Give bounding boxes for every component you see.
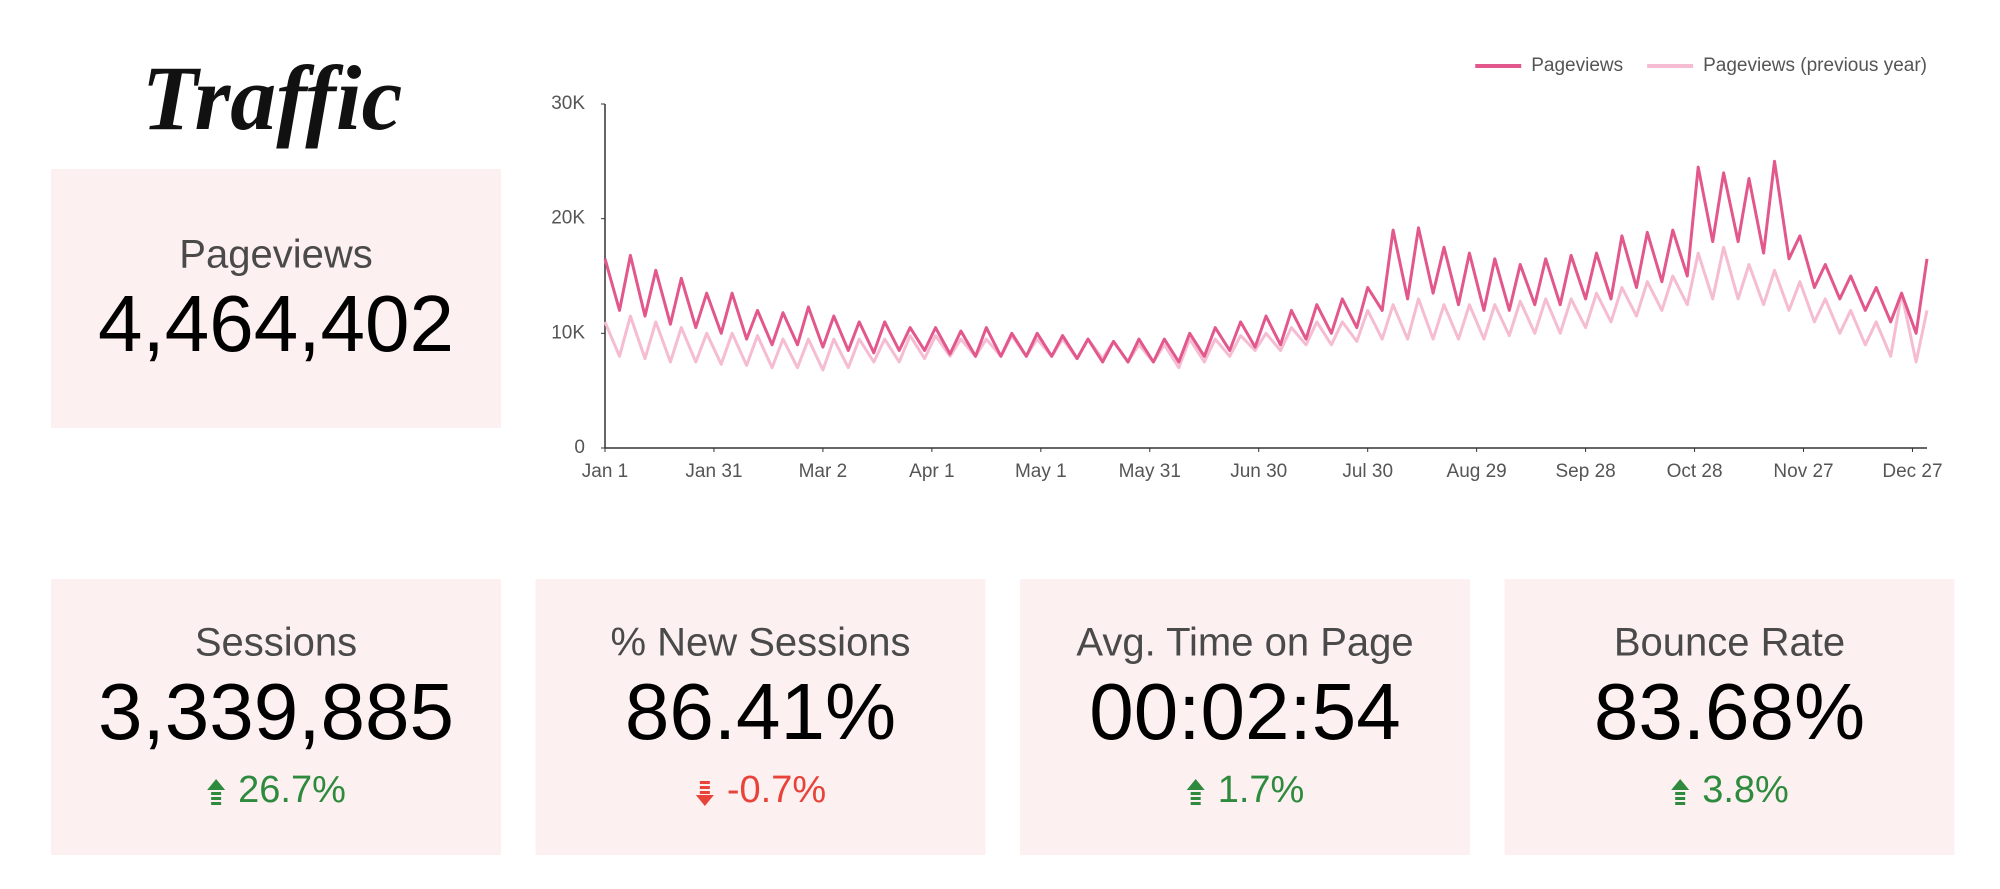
x-tick-label: Dec 27	[1882, 461, 1942, 482]
card-title: Sessions	[195, 621, 357, 665]
x-tick-label: Jan 1	[582, 461, 628, 482]
x-tick-label: Mar 2	[799, 461, 848, 482]
card-delta: 1.7%	[1218, 769, 1305, 811]
x-tick-label: Jun 30	[1230, 461, 1287, 482]
x-tick-label: May 1	[1015, 461, 1067, 482]
x-tick-label: Oct 28	[1667, 461, 1723, 482]
delta-arrow	[1186, 779, 1205, 790]
x-tick-label: Nov 27	[1773, 461, 1833, 482]
y-tick-label: 10K	[551, 322, 585, 343]
line-chart: 0 10K 20K 30K Jan 1 Jan 31 Mar 2 Apr 1 May 1 May …	[551, 55, 1942, 482]
card-value: 4,464,402	[98, 279, 454, 368]
card-delta: 26.7%	[238, 769, 346, 811]
y-tick-label: 30K	[551, 93, 585, 114]
x-tick-label: May 31	[1119, 461, 1181, 482]
card-background	[1020, 579, 1470, 855]
y-tick-label: 0	[574, 437, 585, 458]
delta-arrow	[1671, 779, 1690, 790]
legend-label: Pageviews	[1531, 55, 1623, 76]
card-value: 00:02:54	[1089, 667, 1400, 756]
x-tick-label: Jan 31	[685, 461, 742, 482]
legend-label: Pageviews (previous year)	[1703, 55, 1927, 76]
card-background	[535, 579, 986, 855]
delta-arrow-stripe	[211, 802, 222, 805]
card-value: 3,339,885	[98, 667, 454, 756]
card-value: 83.68%	[1594, 667, 1865, 756]
delta-arrow-stripe	[1190, 797, 1201, 800]
x-tick-label: Apr 1	[909, 461, 954, 482]
delta-arrow-stripe	[211, 797, 222, 800]
card-title: Pageviews	[179, 233, 372, 277]
card-value: 86.41%	[625, 667, 896, 756]
delta-arrow-stripe	[699, 786, 710, 789]
delta-arrow	[695, 795, 714, 806]
y-tick-label: 20K	[551, 208, 585, 229]
card-title: Bounce Rate	[1614, 621, 1845, 665]
x-tick-label: Sep 28	[1555, 461, 1615, 482]
x-tick-label: Jul 30	[1342, 461, 1393, 482]
delta-arrow-stripe	[211, 792, 222, 795]
delta-arrow-stripe	[1190, 802, 1201, 805]
delta-arrow-stripe	[699, 791, 710, 794]
delta-arrow-stripe	[1675, 797, 1686, 800]
delta-arrow	[207, 779, 226, 790]
delta-arrow-stripe	[699, 781, 710, 784]
card-delta: -0.7%	[727, 769, 826, 811]
x-tick-label: Aug 29	[1447, 461, 1507, 482]
delta-arrow-stripe	[1675, 792, 1686, 795]
series-line	[603, 159, 1929, 364]
card-background	[51, 579, 501, 855]
card-title: % New Sessions	[610, 621, 910, 665]
delta-arrow-stripe	[1675, 802, 1686, 805]
page-title: Traffic	[142, 47, 403, 149]
series-line	[603, 245, 1929, 372]
card-title: Avg. Time on Page	[1076, 621, 1413, 665]
card-background	[51, 169, 501, 428]
delta-arrow-stripe	[1190, 792, 1201, 795]
card-delta: 3.8%	[1702, 769, 1789, 811]
card-background	[1504, 579, 1955, 855]
